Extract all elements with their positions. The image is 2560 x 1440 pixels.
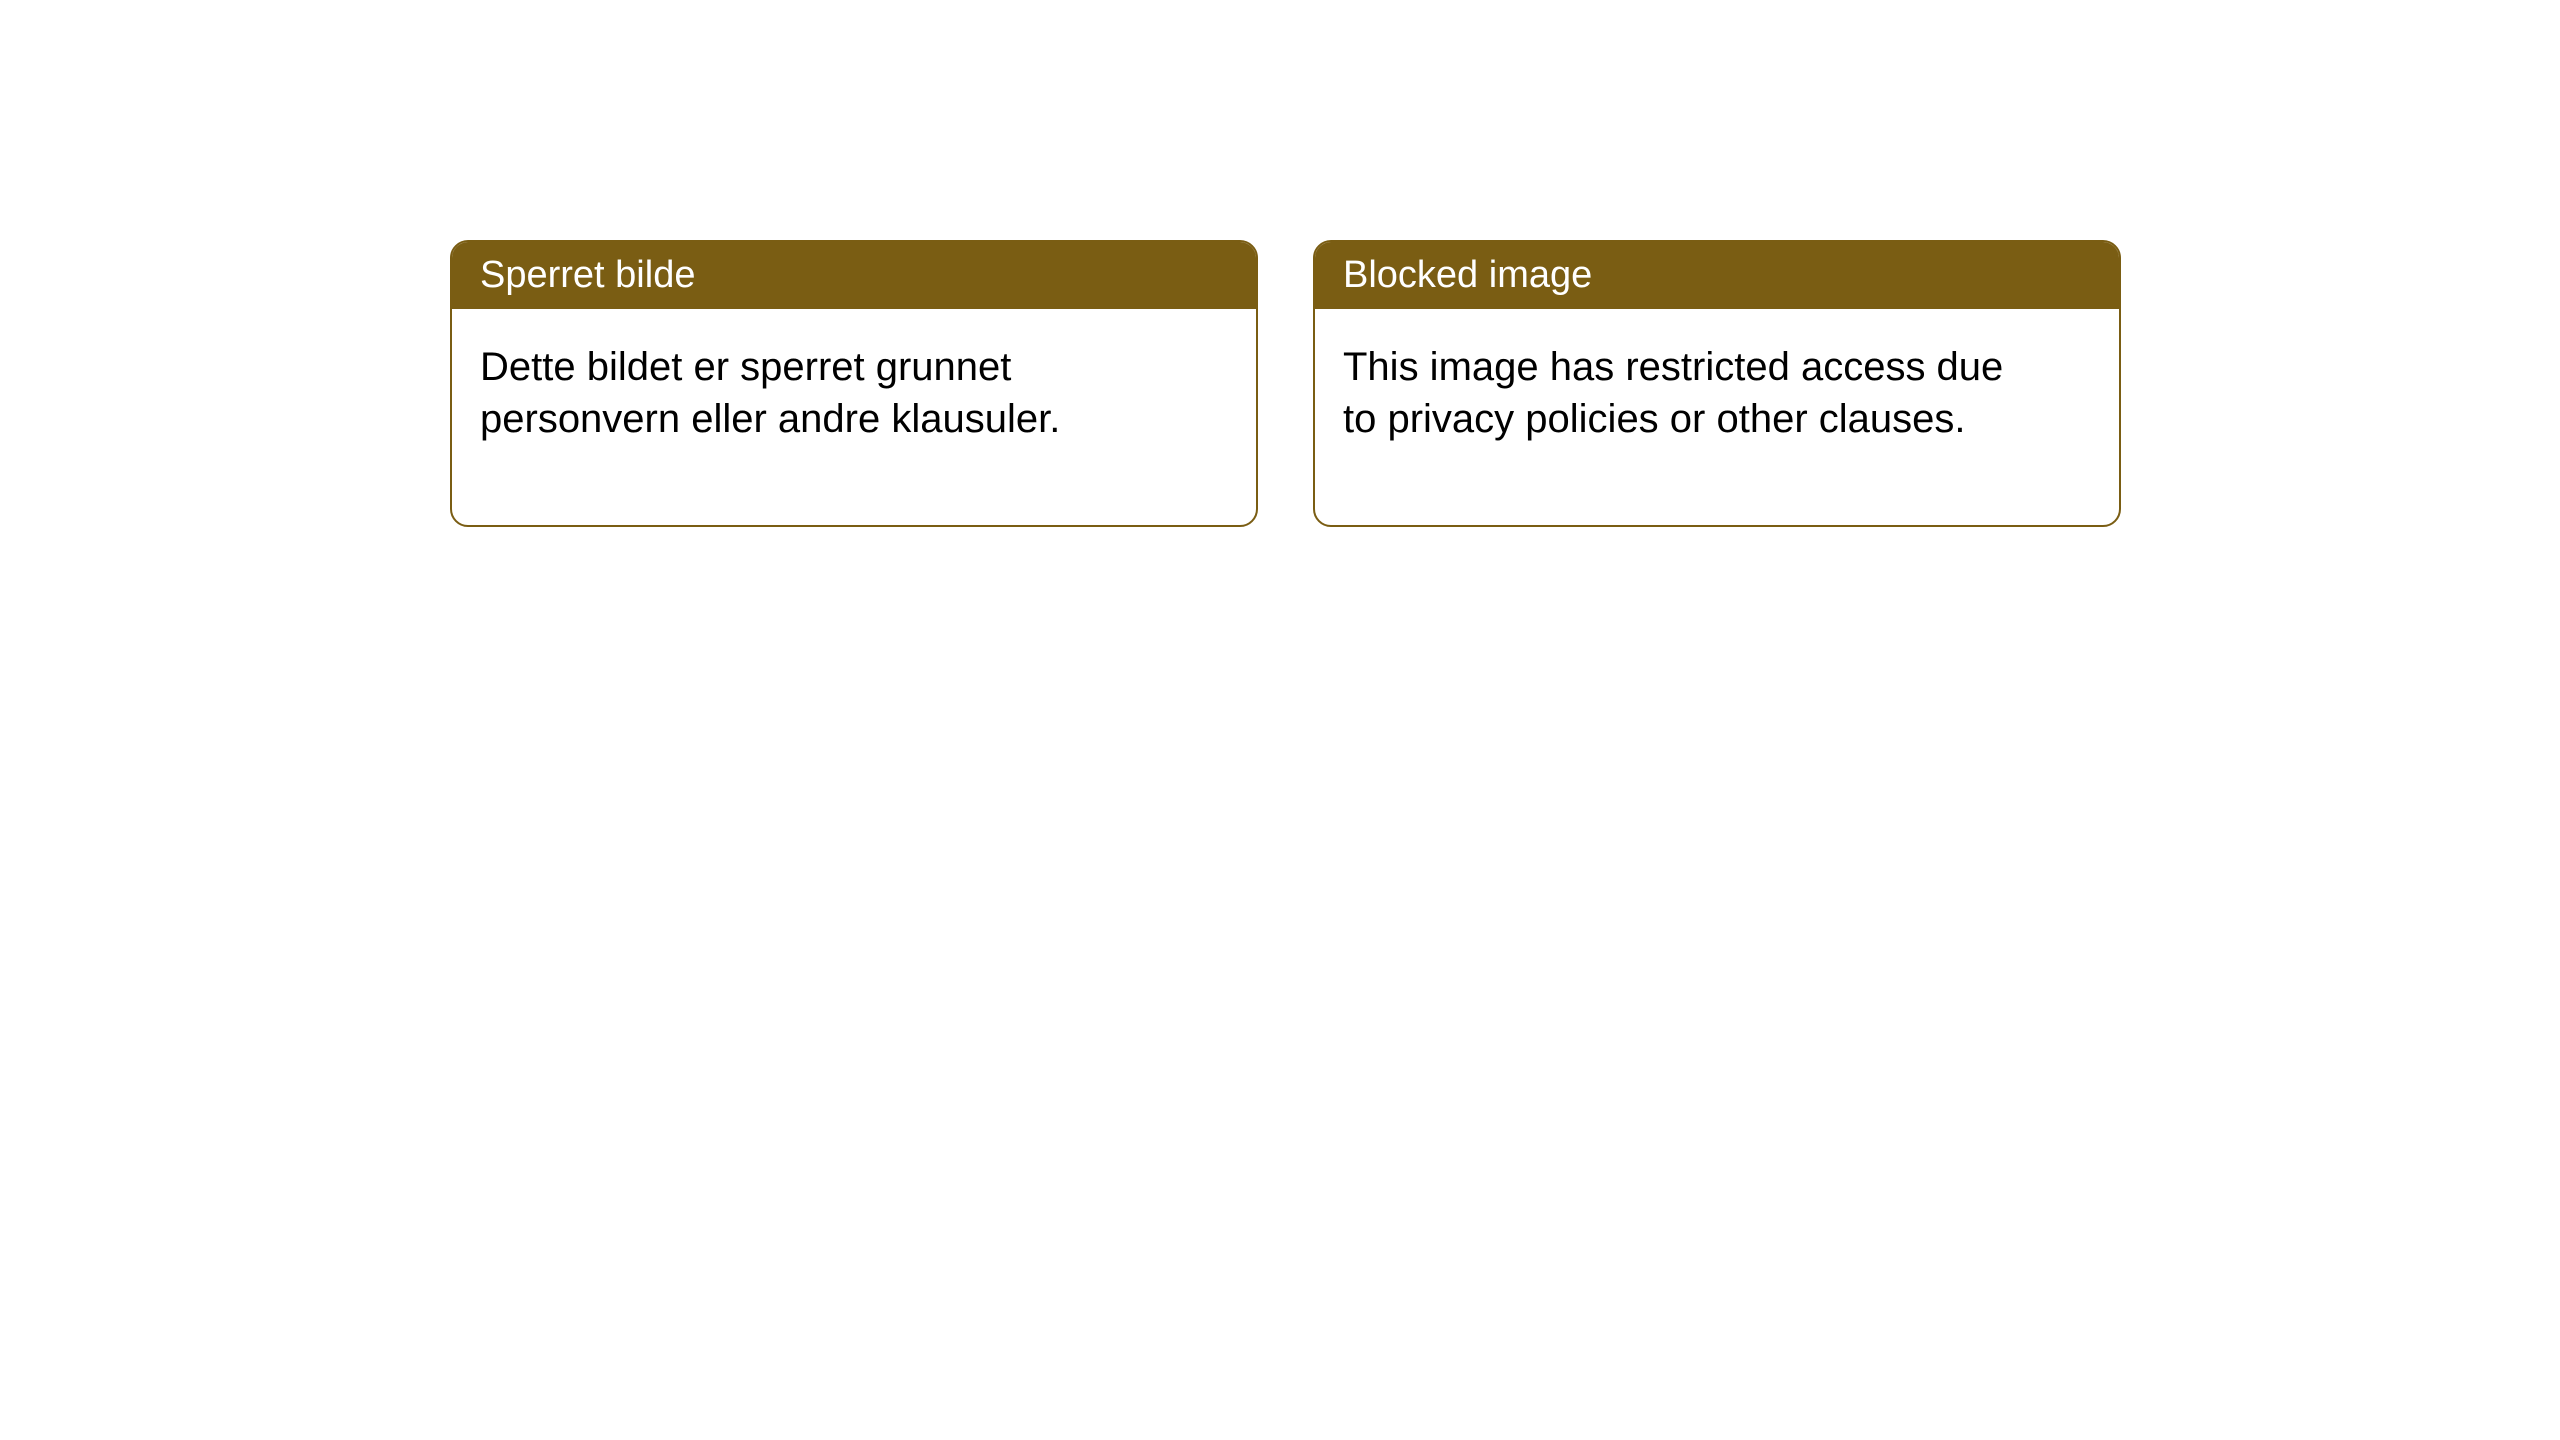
- notice-box-english: Blocked image This image has restricted …: [1313, 240, 2121, 527]
- notice-header: Blocked image: [1315, 242, 2119, 309]
- notice-body-text: Dette bildet er sperret grunnet personve…: [480, 345, 1060, 441]
- notice-header: Sperret bilde: [452, 242, 1256, 309]
- notice-body-text: This image has restricted access due to …: [1343, 345, 2003, 441]
- notice-title: Sperret bilde: [480, 254, 695, 296]
- notice-body: Dette bildet er sperret grunnet personve…: [452, 309, 1172, 525]
- notice-container: Sperret bilde Dette bildet er sperret gr…: [0, 0, 2560, 527]
- notice-body: This image has restricted access due to …: [1315, 309, 2035, 525]
- notice-title: Blocked image: [1343, 254, 1592, 296]
- notice-box-norwegian: Sperret bilde Dette bildet er sperret gr…: [450, 240, 1258, 527]
